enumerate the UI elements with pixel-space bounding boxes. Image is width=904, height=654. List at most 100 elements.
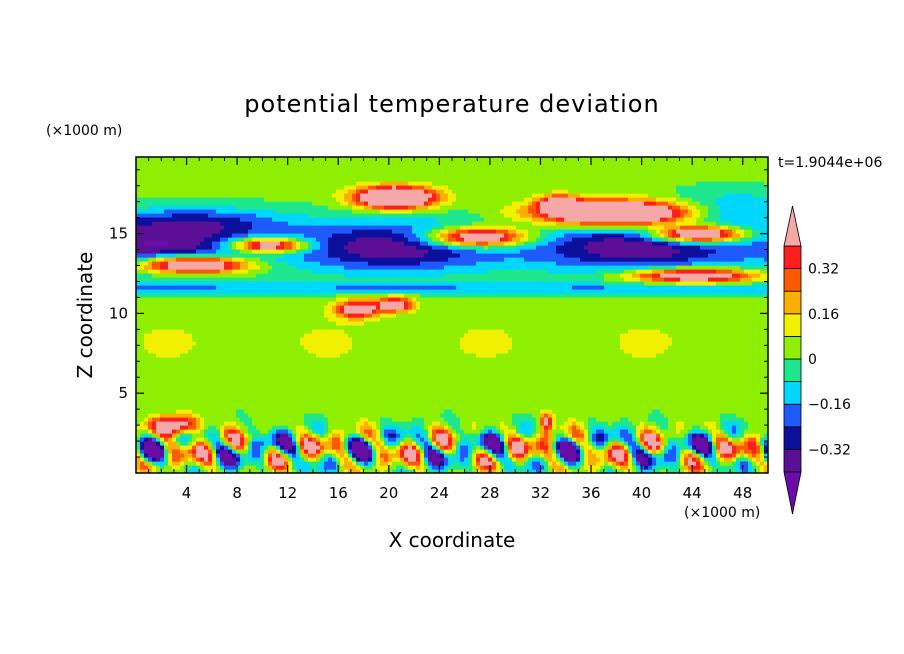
contour-cell xyxy=(584,429,589,434)
contour-cell xyxy=(684,213,693,218)
contour-cell xyxy=(752,229,761,234)
contour-cell xyxy=(740,429,745,434)
contour-cell xyxy=(564,241,589,246)
contour-cell xyxy=(504,449,509,454)
contour-cell xyxy=(656,201,669,206)
contour-cell xyxy=(136,197,265,202)
contour-cell xyxy=(508,433,517,438)
contour-cell xyxy=(220,465,225,470)
contour-cell xyxy=(172,429,177,434)
contour-cell xyxy=(556,453,561,458)
contour-cell xyxy=(204,425,209,430)
contour-cell xyxy=(220,229,249,234)
contour-cell xyxy=(404,457,409,462)
contour-cell xyxy=(340,445,345,450)
contour-cell xyxy=(344,305,377,310)
contour-cell xyxy=(732,433,737,438)
contour-cell xyxy=(680,205,689,210)
contour-cell xyxy=(428,433,433,438)
contour-cell xyxy=(332,433,341,438)
contour-cell xyxy=(744,449,753,454)
contour-cell xyxy=(636,441,641,446)
contour-cell xyxy=(184,465,193,470)
contour-cell xyxy=(508,349,625,354)
contour-cell xyxy=(504,437,509,442)
contour-cell xyxy=(760,269,768,274)
contour-cell xyxy=(676,441,685,446)
contour-cell xyxy=(328,437,333,442)
contour-cell xyxy=(424,201,429,206)
contour-cell xyxy=(604,465,613,470)
contour-cell xyxy=(428,197,437,202)
contour-cell xyxy=(280,433,289,438)
contour-cell xyxy=(348,349,465,354)
contour-cell xyxy=(240,417,253,422)
contour-cell xyxy=(648,457,653,462)
contour-cell xyxy=(724,453,733,458)
contour-cell xyxy=(664,437,669,442)
contour-cell xyxy=(720,229,725,234)
contour-cell xyxy=(220,453,233,458)
contour-cell xyxy=(260,453,265,458)
contour-cell xyxy=(212,233,233,238)
x-unit-label: (×1000 m) xyxy=(684,505,760,521)
contour-cell xyxy=(136,261,141,266)
contour-cell xyxy=(424,229,433,234)
contour-cell xyxy=(536,205,541,210)
contour-cell xyxy=(756,457,761,462)
contour-cell xyxy=(532,421,537,426)
contour-cell xyxy=(200,413,237,418)
contour-cell xyxy=(180,433,193,438)
contour-cell xyxy=(336,293,389,298)
contour-cell xyxy=(244,241,249,246)
contour-cell xyxy=(620,437,625,442)
contour-cell xyxy=(728,233,733,238)
contour-cell xyxy=(632,453,637,458)
contour-cell xyxy=(376,437,381,442)
contour-cell xyxy=(196,457,201,462)
contour-cell xyxy=(532,217,545,222)
contour-cell xyxy=(424,429,429,434)
contour-cell xyxy=(432,181,697,186)
contour-cell xyxy=(432,185,449,190)
contour-cell xyxy=(136,277,605,282)
contour-cell xyxy=(636,269,653,274)
contour-cell xyxy=(712,465,737,470)
contour-cell xyxy=(284,253,305,258)
contour-cell xyxy=(408,237,421,242)
contour-cell xyxy=(324,313,337,318)
contour-cell xyxy=(276,469,289,473)
contour-cell xyxy=(216,465,221,470)
contour-cell xyxy=(764,453,768,458)
contour-cell xyxy=(168,437,173,442)
contour-cell xyxy=(736,413,768,418)
contour-cell xyxy=(720,213,768,218)
contour-cell xyxy=(640,433,645,438)
contour-cell xyxy=(160,437,165,442)
contour-cell xyxy=(668,441,677,446)
contour-cell xyxy=(176,409,193,414)
contour-cell xyxy=(536,469,541,473)
contour-cell xyxy=(172,457,181,462)
contour-cell xyxy=(700,465,705,470)
contour-cell xyxy=(460,337,513,342)
contour-cell xyxy=(632,433,637,438)
contour-cell xyxy=(596,445,605,450)
contour-cell xyxy=(744,437,749,442)
contour-cell xyxy=(312,241,321,246)
contour-cell xyxy=(568,433,573,438)
contour-cell xyxy=(448,469,465,473)
contour-cell xyxy=(424,449,429,454)
contour-cell xyxy=(680,213,685,218)
contour-cell xyxy=(308,245,313,250)
contour-cell xyxy=(476,453,481,458)
contour-cell xyxy=(296,265,345,270)
contour-cell xyxy=(136,233,213,238)
contour-cell xyxy=(360,461,365,466)
contour-cell xyxy=(628,441,637,446)
contour-cell xyxy=(424,465,429,470)
contour-cell xyxy=(388,449,397,454)
contour-cell xyxy=(420,449,425,454)
contour-cell xyxy=(168,261,225,266)
contour-cell xyxy=(360,429,365,434)
